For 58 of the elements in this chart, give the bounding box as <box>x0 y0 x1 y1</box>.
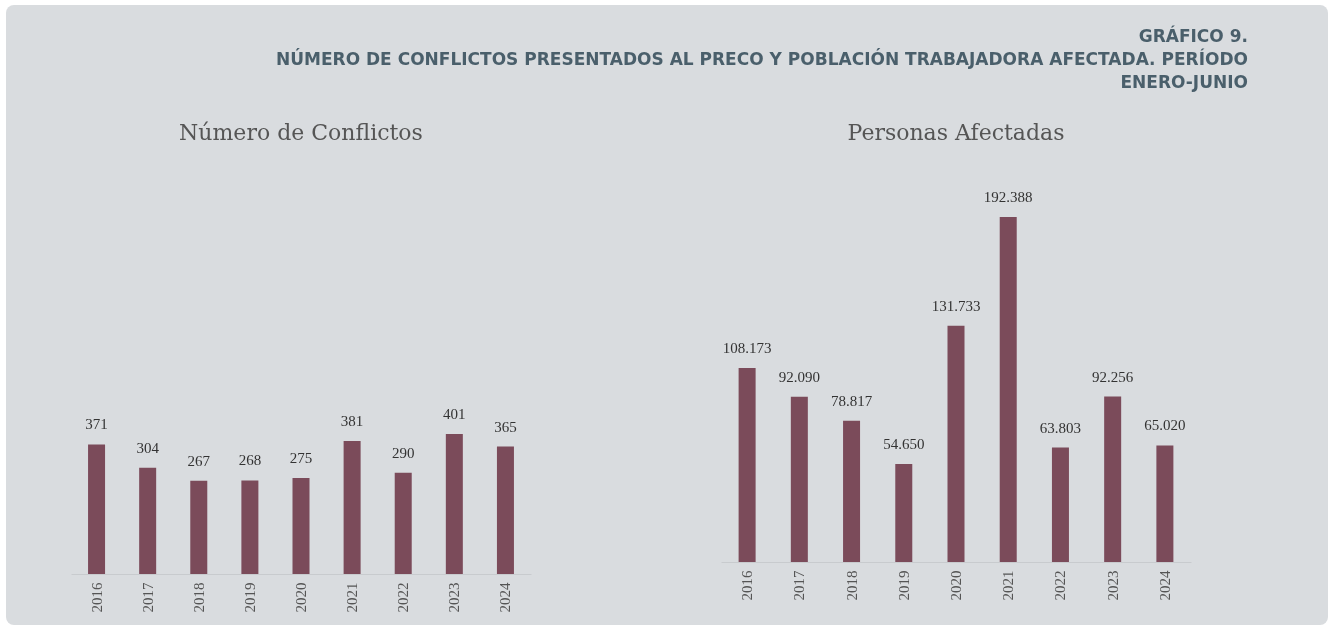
data-label: 268 <box>238 452 262 469</box>
bar <box>1156 445 1174 562</box>
bar <box>88 444 106 574</box>
data-label: 192.388 <box>983 189 1033 205</box>
data-label: 371 <box>85 416 108 433</box>
x-tick-label: 2016 <box>739 570 756 601</box>
x-tick-label: 2016 <box>88 582 105 613</box>
x-tick-label: 2019 <box>241 582 258 613</box>
x-tick-label: 2020 <box>948 570 964 601</box>
data-label: 275 <box>289 449 313 466</box>
bar <box>999 217 1017 562</box>
x-tick-label: 2022 <box>1052 570 1069 601</box>
bar <box>394 472 412 574</box>
bar <box>496 446 514 574</box>
x-tick-label: 2018 <box>843 570 860 601</box>
bar <box>241 480 259 574</box>
bar <box>292 477 310 574</box>
x-tick-label: 2020 <box>293 582 309 613</box>
data-label: 63.803 <box>1039 419 1082 436</box>
bar <box>1104 396 1122 562</box>
x-tick-label: 2019 <box>895 570 912 601</box>
data-label: 290 <box>391 444 415 461</box>
x-tick-label: 2017 <box>791 570 808 601</box>
data-label: 401 <box>443 406 466 422</box>
x-tick-label: 2021 <box>1000 570 1017 601</box>
bar <box>843 420 861 562</box>
data-label: 65.020 <box>1144 417 1186 434</box>
x-tick-label: 2024 <box>1156 570 1173 601</box>
x-tick-label: 2021 <box>344 582 361 613</box>
data-label: 131.733 <box>931 297 981 314</box>
text: GRÁFICO 9. <box>1137 25 1248 48</box>
chart-title: Número de Conflictos <box>179 120 423 145</box>
bar <box>790 396 808 562</box>
x-tick-label: 2017 <box>139 582 156 613</box>
x-tick-label: 2022 <box>395 582 412 613</box>
data-label: 54.650 <box>883 436 925 452</box>
x-tick-label: 2018 <box>190 582 207 613</box>
data-label: 381 <box>340 412 364 429</box>
bar <box>343 440 361 574</box>
bar <box>139 467 157 574</box>
data-label: 78.817 <box>830 392 873 409</box>
bar <box>445 434 463 574</box>
text: NÚMERO DE CONFLICTOS PRESENTADOS AL PRECO Y POBLACIÓN TRABAJADORA AFECTADA. PERÍODO ENERO-JUNIO <box>275 48 1248 94</box>
chart-title: Personas Afectadas <box>847 120 1065 145</box>
bar <box>738 368 756 562</box>
x-tick-label: 2024 <box>497 582 514 613</box>
bar <box>1051 447 1069 562</box>
data-label: 108.173 <box>722 340 772 357</box>
data-label: 304 <box>136 439 160 456</box>
bar <box>190 480 208 574</box>
x-tick-label: 2023 <box>446 582 463 613</box>
data-label: 365 <box>494 418 517 435</box>
bar <box>895 464 913 562</box>
x-tick-label: 2023 <box>1104 570 1121 601</box>
bar <box>947 325 965 562</box>
data-label: 92.090 <box>778 368 820 385</box>
data-label: 92.256 <box>1092 368 1134 385</box>
data-label: 267 <box>187 452 211 469</box>
